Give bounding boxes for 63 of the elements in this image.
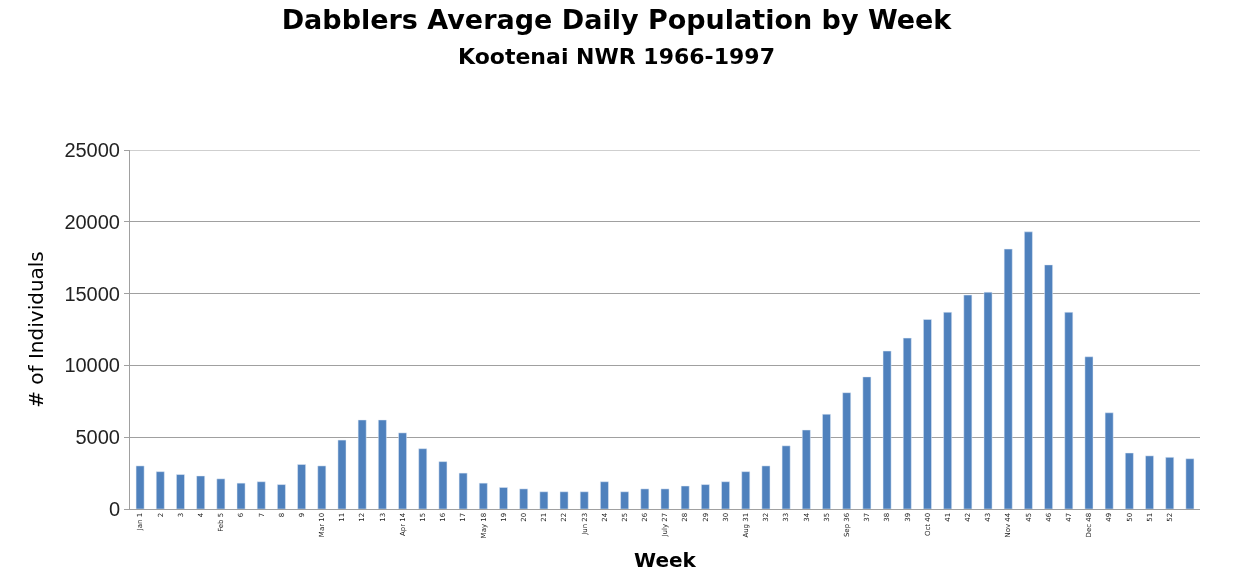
bar <box>680 485 690 509</box>
bar <box>559 491 569 509</box>
bar <box>1044 264 1053 509</box>
bar <box>277 484 286 509</box>
bar <box>701 484 710 509</box>
bar <box>721 481 730 509</box>
bar <box>236 482 246 509</box>
bar <box>438 461 448 509</box>
y-tick-label: 0 <box>108 498 120 520</box>
bar <box>156 471 165 509</box>
y-tick-label: 20000 <box>64 210 120 233</box>
bar <box>317 465 327 509</box>
bar <box>1024 231 1033 509</box>
bar <box>196 475 205 509</box>
bar <box>539 491 549 509</box>
bar <box>983 291 993 509</box>
bar <box>620 491 629 509</box>
bar <box>741 471 751 509</box>
bar <box>216 478 226 509</box>
bar <box>923 319 932 509</box>
bar <box>519 488 528 509</box>
bar <box>600 481 609 509</box>
bar <box>479 482 488 509</box>
bar <box>802 429 811 509</box>
y-tick-label: 10000 <box>64 354 120 377</box>
chart-subtitle: Kootenai NWR 1966-1997 <box>458 44 775 70</box>
y-tick-label: 25000 <box>64 139 120 161</box>
bar <box>1165 457 1174 509</box>
y-tick-label: 15000 <box>64 282 120 305</box>
bar <box>781 445 791 509</box>
bar <box>943 312 952 509</box>
bar <box>1084 356 1094 509</box>
bar <box>1185 458 1195 509</box>
y-tick-label: 5000 <box>75 426 120 449</box>
bar <box>398 432 407 509</box>
bar <box>458 472 468 509</box>
bar <box>1104 412 1114 509</box>
bar <box>761 465 771 509</box>
bar <box>297 464 306 509</box>
bar <box>256 481 266 509</box>
bar <box>882 350 892 509</box>
bar <box>176 474 185 509</box>
bar <box>357 419 367 509</box>
chart-title: Dabblers Average Daily Population by Week <box>281 3 953 35</box>
bar <box>1003 248 1013 509</box>
bar <box>1064 312 1074 509</box>
bar <box>499 487 508 509</box>
y-axis-title: # of Individuals <box>23 251 48 408</box>
bar <box>1145 455 1154 509</box>
x-axis-title: Week <box>634 547 697 572</box>
bar <box>579 491 589 509</box>
bar <box>660 488 670 509</box>
bar <box>378 419 387 509</box>
bar <box>640 488 650 509</box>
bar <box>862 376 872 509</box>
bar <box>1125 452 1134 509</box>
bar <box>135 465 145 509</box>
bar <box>418 448 428 509</box>
bar <box>963 294 973 509</box>
bar <box>842 392 851 509</box>
bar <box>902 337 912 509</box>
bar <box>337 439 347 509</box>
bar <box>822 413 831 509</box>
